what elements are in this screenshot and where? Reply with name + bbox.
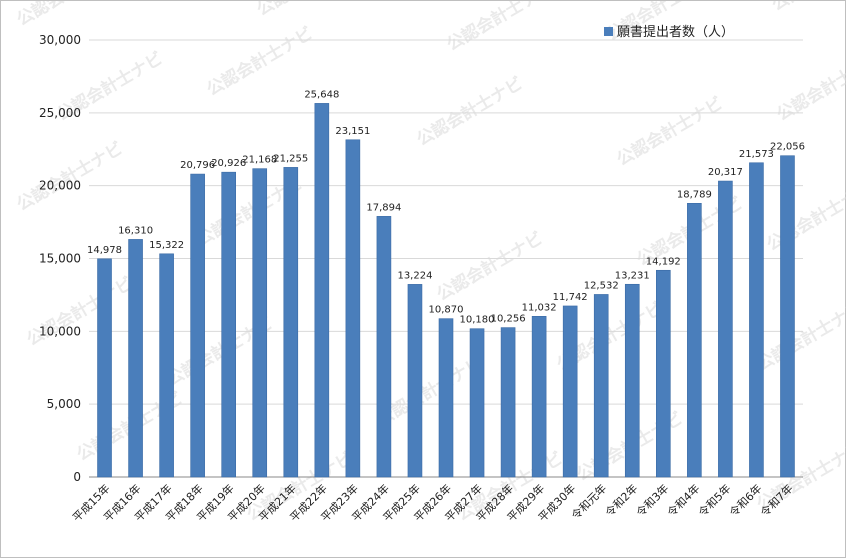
- data-label: 12,532: [584, 280, 619, 291]
- data-label: 22,056: [770, 142, 805, 153]
- x-tick-label: 令和3年: [633, 481, 671, 519]
- data-label: 23,151: [335, 126, 370, 137]
- data-label: 17,894: [366, 202, 401, 213]
- bar: [624, 283, 640, 478]
- bar: [531, 316, 547, 478]
- watermark-text: 公認会計士ナビ: [23, 273, 137, 351]
- y-tick-label: 5,000: [47, 397, 81, 411]
- data-label: 13,224: [397, 270, 432, 281]
- bar: [407, 284, 423, 478]
- watermark-text: 公認会計士ナビ: [203, 23, 317, 101]
- data-label: 15,322: [149, 240, 184, 251]
- y-axis: 0 5,000 10,000 15,000 20,000 25,000 30,000: [39, 33, 81, 484]
- watermark-text: 公認会計士ナビ: [443, 1, 557, 55]
- watermark-text: 公認会計士ナビ: [413, 73, 527, 151]
- data-label: 14,192: [646, 256, 681, 267]
- bar: [128, 239, 143, 478]
- y-tick-label: 30,000: [39, 33, 81, 47]
- data-labels: 14,978 16,310 15,322 20,79620,92621,16821,2…: [87, 89, 805, 325]
- y-tick-label: 25,000: [39, 106, 81, 120]
- bar: [159, 253, 174, 478]
- data-label: 10,870: [429, 305, 464, 316]
- legend-label: 願書提出者数（人）: [617, 24, 734, 40]
- bar: [469, 328, 485, 478]
- bar: [314, 103, 330, 478]
- bar: [687, 203, 702, 478]
- watermark-text: 公認会計士ナビ: [433, 228, 547, 306]
- watermark-text: 公認会計士ナビ: [13, 1, 127, 30]
- data-label: 11,032: [522, 302, 557, 313]
- watermark-text: 公認会計士ナビ: [253, 1, 367, 20]
- data-label: 25,648: [304, 89, 339, 100]
- bar: [345, 139, 361, 478]
- bar: [190, 173, 205, 478]
- y-tick-label: 15,000: [39, 252, 81, 266]
- bar: [656, 269, 671, 478]
- data-label: 10,180: [460, 315, 495, 326]
- bar: [252, 168, 268, 478]
- x-tick-label: 令和2年: [602, 481, 640, 519]
- x-tick-label: 令和5年: [695, 481, 733, 519]
- bar: [438, 318, 454, 478]
- y-tick-label: 20,000: [39, 179, 81, 193]
- bar-series: [97, 103, 795, 478]
- bar: [97, 258, 112, 478]
- bar: [221, 171, 236, 478]
- data-label: 21,573: [739, 149, 774, 160]
- data-label: 20,796: [180, 160, 215, 171]
- data-label: 20,317: [708, 167, 743, 178]
- x-tick-label: 令和4年: [664, 481, 702, 519]
- data-label: 21,168: [242, 155, 277, 166]
- bar: [283, 167, 299, 478]
- watermark-text: 公認会計士ナビ: [13, 138, 127, 216]
- legend: 願書提出者数（人）: [604, 24, 734, 40]
- bar: [593, 294, 609, 478]
- data-label: 18,789: [677, 189, 712, 200]
- bar: [780, 155, 795, 478]
- watermark-text: 公認会計士ナビ: [768, 1, 846, 15]
- bar: [749, 162, 764, 478]
- data-label: 20,926: [211, 158, 246, 169]
- x-axis: 平成15年平成16年平成17年平成18年平成19年平成20年平成21年平成22年…: [70, 481, 796, 524]
- data-label: 10,256: [491, 314, 526, 325]
- y-tick-label: 10,000: [39, 324, 81, 338]
- data-label: 13,231: [615, 270, 650, 281]
- watermark-text: 公認会計士ナビ: [753, 298, 846, 376]
- data-label: 21,255: [273, 153, 308, 164]
- bar: [718, 180, 733, 478]
- legend-swatch: [604, 27, 613, 36]
- data-label: 14,978: [87, 245, 122, 256]
- watermark-text: 公認会計士ナビ: [773, 48, 846, 126]
- bar: [500, 327, 516, 478]
- bar: [376, 216, 392, 478]
- data-label: 16,310: [118, 225, 153, 236]
- y-tick-label: 0: [73, 470, 81, 484]
- watermark-text: 公認会計士ナビ: [763, 178, 846, 256]
- data-label: 11,742: [553, 292, 588, 303]
- bar: [562, 305, 578, 478]
- watermark-text: 公認会計士ナビ: [613, 93, 727, 171]
